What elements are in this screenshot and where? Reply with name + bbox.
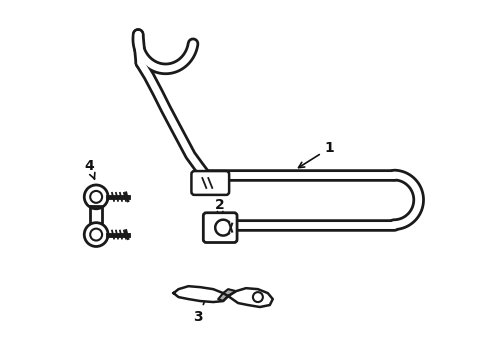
- Polygon shape: [228, 288, 273, 307]
- Polygon shape: [173, 286, 228, 302]
- Text: 2: 2: [215, 198, 225, 218]
- Text: 1: 1: [298, 141, 334, 168]
- Polygon shape: [218, 289, 236, 301]
- Text: 3: 3: [194, 292, 209, 324]
- Circle shape: [90, 229, 102, 240]
- Circle shape: [90, 191, 102, 203]
- Circle shape: [84, 185, 108, 209]
- FancyBboxPatch shape: [203, 213, 237, 243]
- Text: 4: 4: [84, 159, 95, 179]
- Polygon shape: [90, 206, 102, 223]
- FancyBboxPatch shape: [192, 171, 229, 195]
- Circle shape: [253, 292, 263, 302]
- Circle shape: [84, 223, 108, 247]
